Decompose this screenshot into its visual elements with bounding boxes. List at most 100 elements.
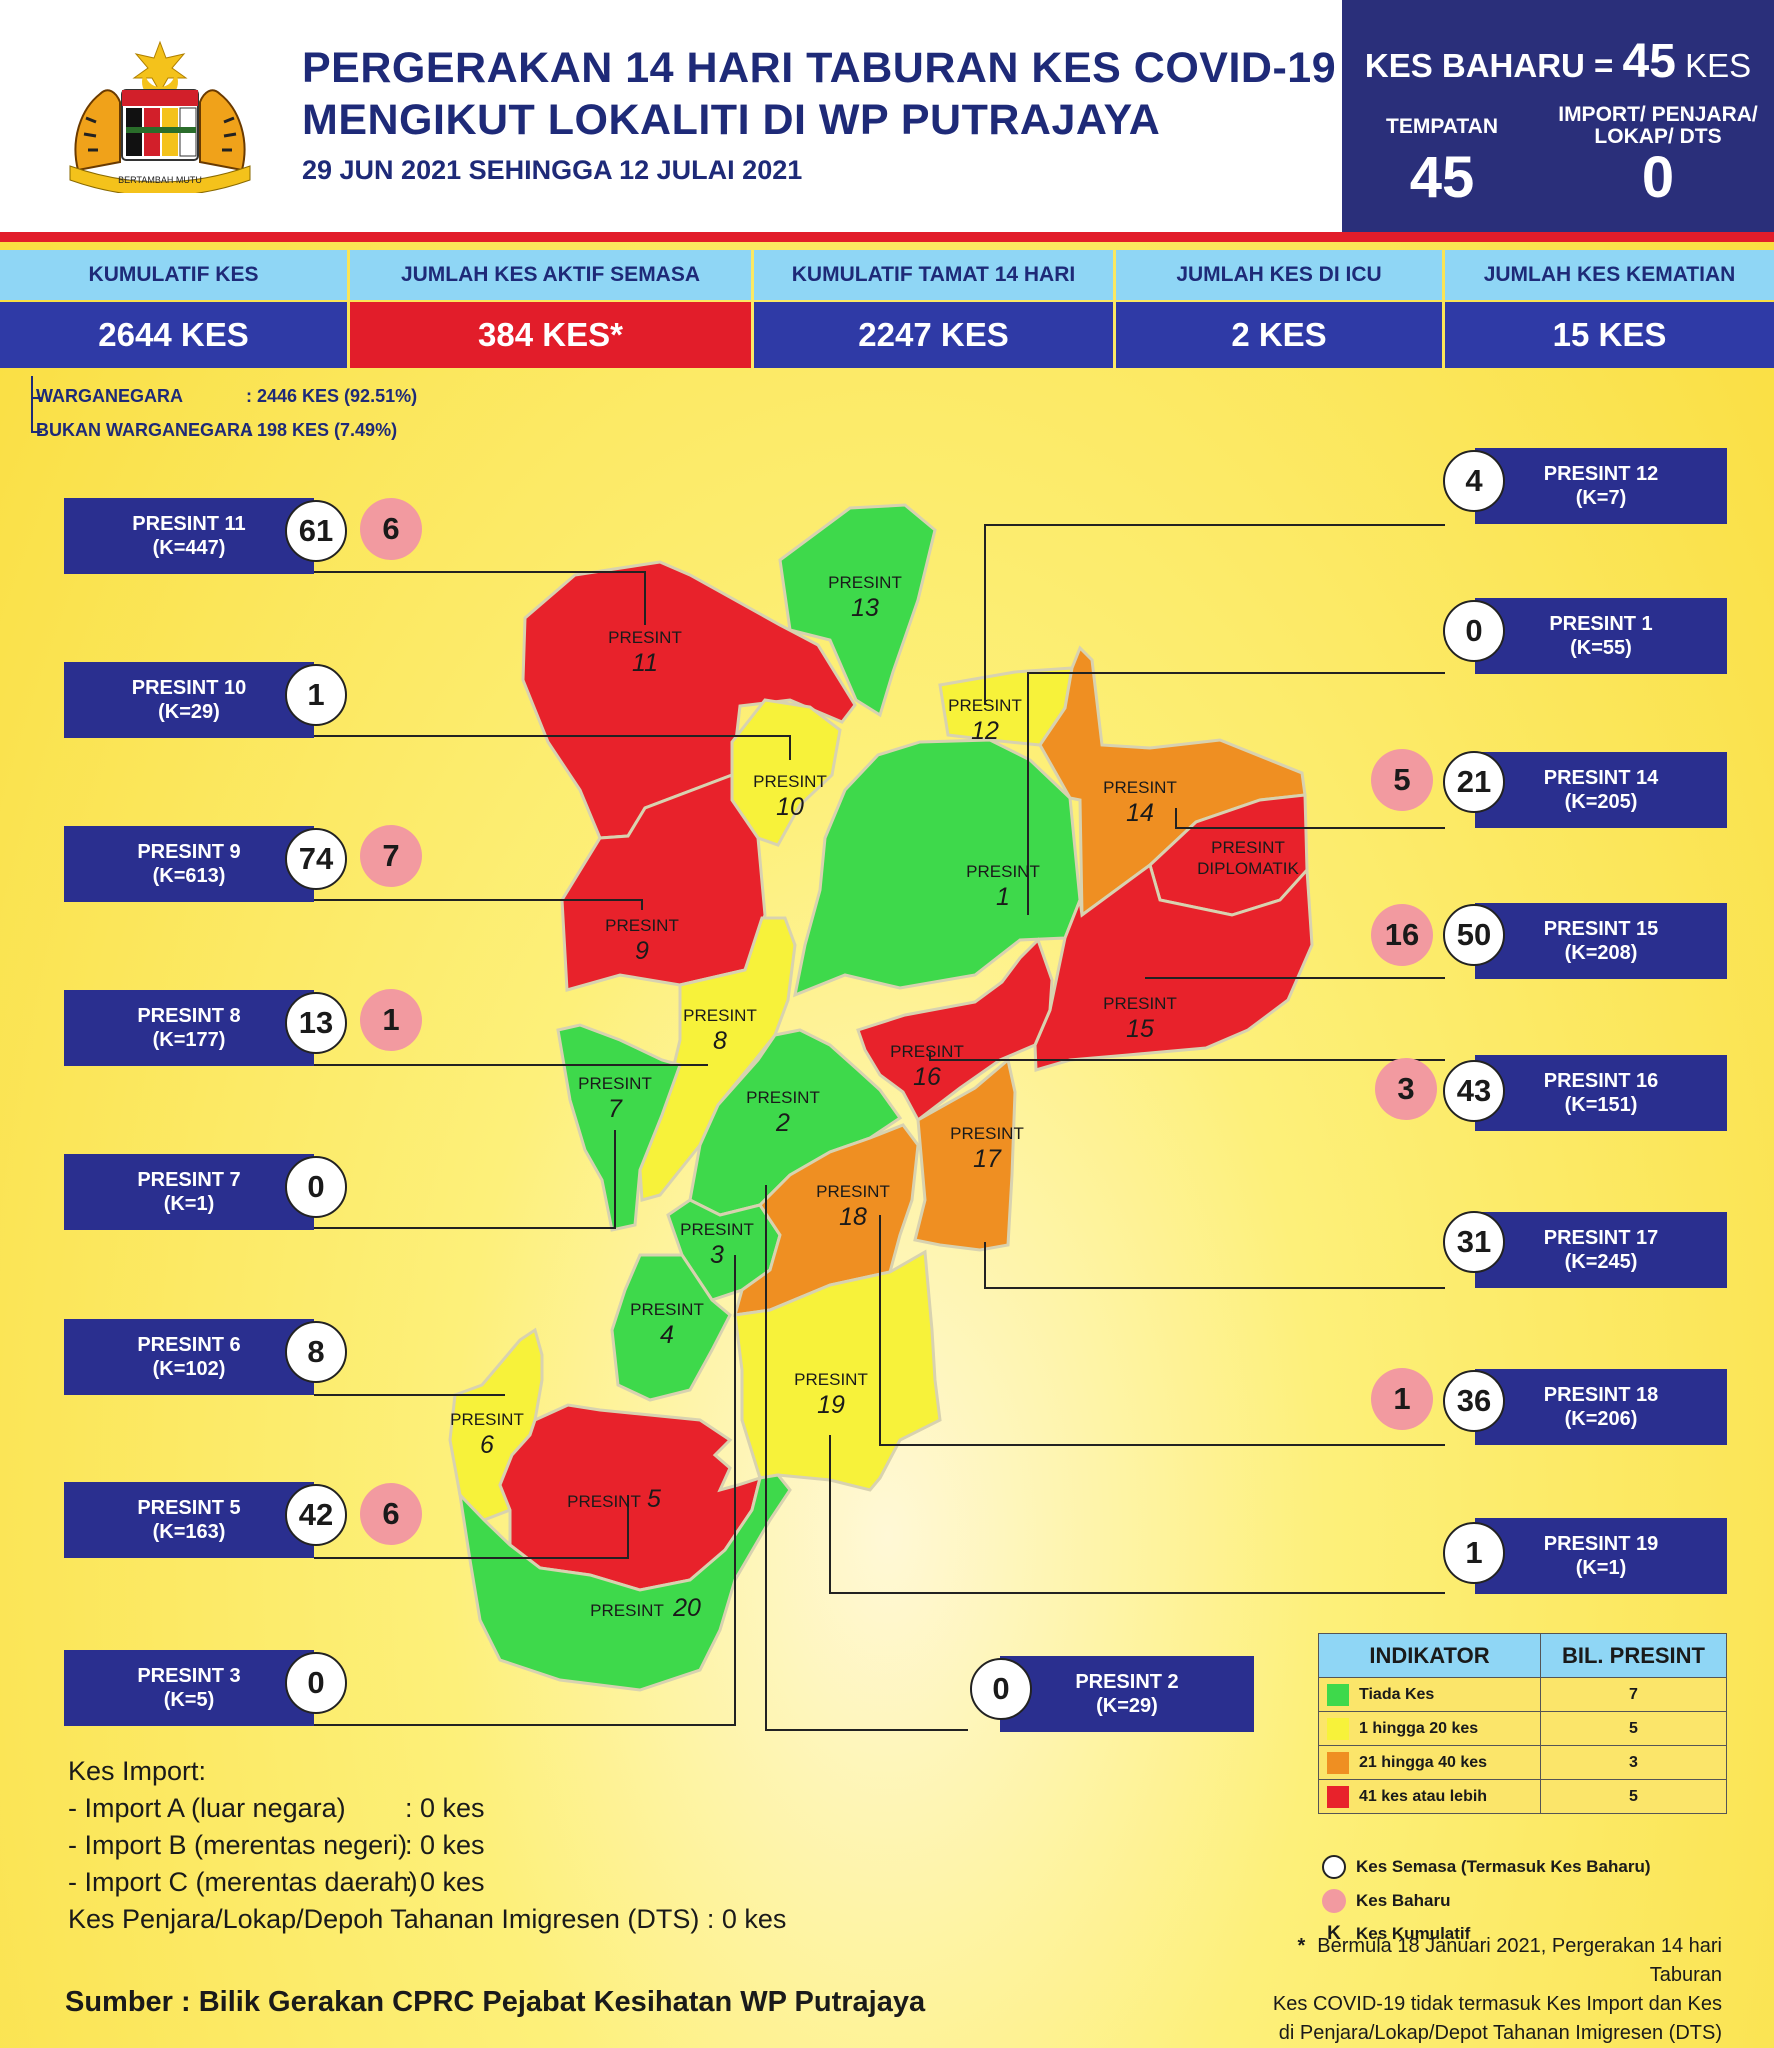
label-k-presint-7: (K=1): [163, 1193, 215, 1215]
new-cases-presint-5: 6: [360, 1483, 422, 1545]
current-cases-presint-14: 21: [1443, 751, 1505, 813]
current-cases-presint-3: 0: [285, 1652, 347, 1714]
noncitizen-value: : 198 KES (7.49%): [246, 420, 398, 440]
legend-cell-label: Tiada Kes: [1318, 1677, 1541, 1712]
legend-swatch-green: [1327, 1683, 1349, 1706]
region-presint-9: [560, 772, 767, 992]
new-cases-presint-16: 3: [1375, 1058, 1437, 1120]
map-num-presint-15: 15: [1126, 1015, 1154, 1043]
legend-label: 41 kes atau lebih: [1359, 1787, 1488, 1805]
map-label-presint-19: PRESINT: [794, 1370, 868, 1389]
stat-value-icu: 2 KES: [1116, 302, 1442, 368]
legend-cell-label: 41 kes atau lebih: [1318, 1779, 1541, 1814]
label-box-presint-19: PRESINT 19 (K=1): [1475, 1518, 1727, 1594]
import-label-line-2: LOKAP/ DTS: [1594, 125, 1722, 148]
source-credit: Sumber : Bilik Gerakan CPRC Pejabat Kesi…: [65, 1986, 926, 2018]
local-value: 45: [1409, 145, 1475, 210]
region-presint-16: [856, 937, 1054, 1123]
import-label: IMPORT/ PENJARA/ LOKAP/ DTS: [1542, 104, 1774, 148]
label-k-presint-9: (K=613): [152, 865, 226, 887]
import-b-label: - Import B (merentas negeri): [68, 1830, 408, 1860]
legend-label: Tiada Kes: [1359, 1685, 1435, 1703]
label-name-presint-10: PRESINT 10: [131, 677, 247, 699]
label-k-presint-16: (K=151): [1564, 1094, 1638, 1116]
label-box-presint-18: PRESINT 18 (K=206): [1475, 1369, 1727, 1445]
new-cases-value: 45: [1622, 35, 1676, 88]
current-cases-presint-1: 0: [1443, 600, 1505, 662]
legend-row: Tiada Kes 7: [1318, 1677, 1727, 1712]
legend-new-label: Kes Baharu: [1356, 1891, 1451, 1910]
header-divider: [0, 232, 1774, 242]
legend-cell-label: 1 hingga 20 kes: [1318, 1711, 1541, 1746]
footnote-line-3: di Penjara/Lokap/Depot Tahanan Imigresen…: [1278, 2022, 1722, 2044]
map-label-presint-4: PRESINT: [630, 1300, 704, 1319]
white-circle-icon: [1322, 1855, 1346, 1879]
stat-value-deaths: 15 KES: [1445, 302, 1774, 368]
legend-new: Kes Baharu: [1322, 1889, 1450, 1913]
map-num-presint-8: 8: [713, 1027, 727, 1055]
region-presint-7: [556, 1023, 682, 1232]
label-box-presint-3: PRESINT 3 (K=5): [64, 1650, 314, 1726]
label-box-presint-10: PRESINT 10 (K=29): [64, 662, 314, 738]
current-cases-presint-7: 0: [285, 1156, 347, 1218]
label-k-presint-2: (K=29): [1096, 1695, 1158, 1717]
import-value: 0: [1641, 145, 1675, 210]
label-k-presint-8: (K=177): [152, 1029, 226, 1051]
new-cases-label: KES BAHARU =: [1364, 47, 1614, 84]
map-num-presint-7: 7: [608, 1095, 623, 1123]
map-num-presint-10: 10: [776, 793, 804, 821]
import-c-label: - Import C (merentas daerah): [68, 1867, 418, 1897]
import-label-line-1: IMPORT/ PENJARA/: [1558, 103, 1758, 126]
stat-label-recovered: KUMULATIF TAMAT 14 HARI: [754, 250, 1113, 300]
footnote-line-2: Kes COVID-19 tidak termasuk Kes Import d…: [1272, 1993, 1722, 2015]
label-box-presint-7: PRESINT 7 (K=1): [64, 1154, 314, 1230]
label-k-presint-10: (K=29): [158, 701, 220, 723]
legend-count: 7: [1540, 1677, 1727, 1712]
legend-header-count: BIL. PRESINT: [1540, 1633, 1727, 1678]
title-line-1: PERGERAKAN 14 HARI TABURAN KES COVID-19: [302, 44, 1337, 92]
label-box-presint-2: PRESINT 2 (K=29): [1000, 1656, 1254, 1732]
label-k-presint-15: (K=208): [1564, 942, 1638, 964]
legend-swatch-yellow: [1327, 1717, 1349, 1740]
label-k-presint-19: (K=1): [1575, 1557, 1627, 1579]
current-cases-presint-15: 50: [1443, 904, 1505, 966]
footnote: * Bermula 18 Januari 2021, Pergerakan 14 …: [1226, 1932, 1722, 2048]
noncitizen-label: BUKAN WARGANEGARA: [36, 420, 253, 440]
prison-cases: Kes Penjara/Lokap/Depoh Tahanan Imigrese…: [68, 1904, 787, 1934]
current-cases-presint-2: 0: [970, 1658, 1032, 1720]
stat-label-deaths: JUMLAH KES KEMATIAN: [1445, 250, 1774, 300]
stat-value-active: 384 KES*: [350, 302, 751, 368]
date-range: 29 JUN 2021 SEHINGGA 12 JULAI 2021: [302, 155, 803, 185]
label-box-presint-14: PRESINT 14 (K=205): [1475, 752, 1727, 828]
current-cases-presint-16: 43: [1443, 1060, 1505, 1122]
label-k-presint-17: (K=245): [1564, 1251, 1638, 1273]
map-num-presint-3: 3: [710, 1241, 724, 1269]
import-b-value: : 0 kes: [405, 1830, 485, 1860]
region-presint-20: [457, 1473, 792, 1692]
legend-table: INDIKATOR BIL. PRESINT Tiada Kes 7 1 hin…: [1318, 1633, 1727, 1814]
legend-count: 3: [1540, 1745, 1727, 1780]
map-label-presint-diplomatik: PRESINT: [1211, 838, 1285, 857]
label-box-presint-17: PRESINT 17 (K=245): [1475, 1212, 1727, 1288]
label-box-presint-12: PRESINT 12 (K=7): [1475, 448, 1727, 524]
legend-row: 21 hingga 40 kes 3: [1318, 1745, 1727, 1780]
map-num-presint-14: 14: [1126, 799, 1154, 827]
map-label-presint-15: PRESINT: [1103, 994, 1177, 1013]
region-presint-17: [913, 1057, 1017, 1252]
map-label-presint-14: PRESINT: [1103, 778, 1177, 797]
label-box-presint-16: PRESINT 16 (K=151): [1475, 1055, 1727, 1131]
citizen-value: : 2446 KES (92.51%): [246, 386, 418, 406]
map-label-presint-3: PRESINT: [680, 1220, 754, 1239]
new-cases-presint-9: 7: [360, 825, 422, 887]
label-name-presint-16: PRESINT 16: [1543, 1070, 1659, 1092]
label-k-presint-3: (K=5): [163, 1689, 215, 1711]
label-box-presint-9: PRESINT 9 (K=613): [64, 826, 314, 902]
label-name-presint-8: PRESINT 8: [137, 1005, 241, 1027]
map-label-presint-17: PRESINT: [950, 1124, 1024, 1143]
label-name-presint-11: PRESINT 11: [132, 513, 246, 535]
label-box-presint-11: PRESINT 11 (K=447): [64, 498, 314, 574]
label-k-presint-14: (K=205): [1564, 791, 1638, 813]
region-presint-15: [1033, 862, 1314, 1072]
map-num-presint-9: 9: [635, 937, 649, 965]
